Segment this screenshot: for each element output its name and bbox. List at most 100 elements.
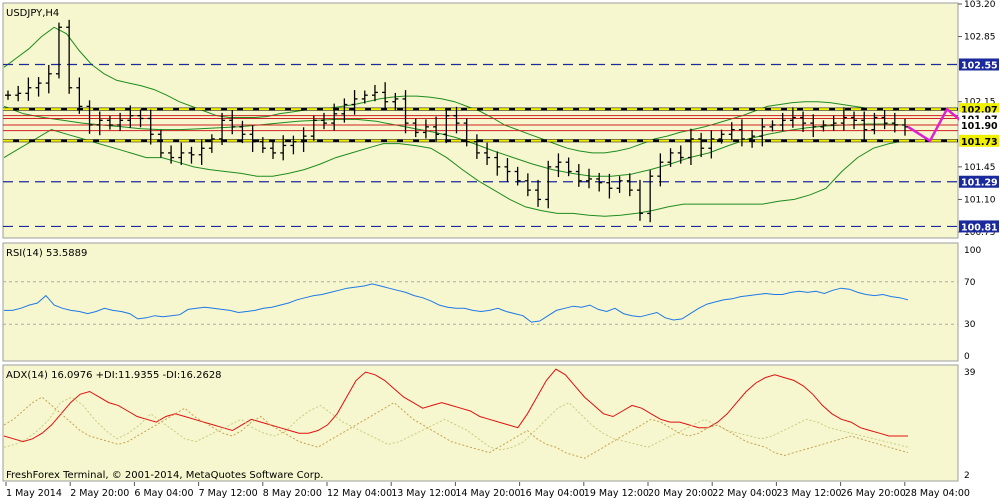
price-bar	[117, 112, 124, 132]
price-tag	[959, 118, 999, 131]
x-axis: 1 May 2014 2 May 20:00 6 May 04:00 7 May 12…	[5, 482, 970, 499]
x-tick-label: 16 May 04:00	[520, 488, 585, 499]
price-bar	[433, 116, 440, 142]
price-bar	[861, 111, 868, 140]
price-bar	[86, 100, 93, 134]
price-bar	[382, 82, 389, 110]
x-tick-label: 19 May 12:00	[584, 488, 649, 499]
price-bar	[137, 109, 144, 128]
price-bar	[473, 134, 480, 159]
copyright-text: FreshForex Terminal, © 2001-2014, MetaQu…	[6, 470, 323, 481]
adx-axis: 39 2	[964, 368, 976, 481]
price-bar	[545, 160, 552, 209]
price-bar	[708, 130, 715, 159]
price-bar	[361, 90, 368, 104]
support-resistance-lines	[3, 63, 958, 228]
price-bar	[331, 103, 338, 131]
dashed-level-tag-label: 101.29	[961, 178, 998, 189]
price-bar	[106, 115, 113, 130]
bollinger-upper-band	[3, 26, 905, 154]
adx-panel-title: ADX(14) 16.0976 +DI:11.9355 -DI:16.2628	[6, 370, 222, 381]
price-bar	[504, 158, 511, 182]
price-bar	[300, 127, 307, 152]
yellow-level-tag-label: 102.07	[961, 105, 998, 116]
yellow-level-tag	[959, 103, 999, 116]
price-tag-label: 101.90	[961, 121, 998, 132]
price-bar	[718, 129, 725, 144]
price-bar	[810, 114, 817, 138]
rsi-tick-label: 70	[964, 278, 976, 288]
x-tick-label: 20 May 20:00	[648, 488, 713, 499]
rsi-panel: RSI(14) 53.5889 100 70 30 0	[2, 242, 981, 362]
price-bar	[208, 134, 215, 153]
rsi-line	[4, 283, 909, 323]
price-bar	[280, 135, 287, 161]
price-bar	[402, 90, 409, 134]
price-bar	[535, 179, 542, 207]
price-bar	[259, 137, 266, 153]
price-bar	[96, 111, 103, 136]
x-tick-label: 13 May 12:00	[391, 488, 456, 499]
price-tick-label: 101.45	[964, 163, 996, 173]
adx-panel: ADX(14) 16.0976 +DI:11.9355 -DI:16.2628 …	[2, 364, 976, 482]
rsi-panel-title: RSI(14) 53.5889	[6, 248, 87, 259]
price-bar	[453, 106, 460, 134]
price-bar	[851, 111, 858, 130]
adx-lines	[3, 368, 909, 459]
price-bar	[524, 173, 531, 197]
price-bar	[249, 125, 256, 152]
price-bar	[127, 105, 134, 128]
price-tick-label: 102.15	[964, 98, 996, 108]
price-bar	[881, 110, 888, 130]
price-bar	[902, 118, 908, 136]
bollinger-lower-band	[3, 129, 906, 217]
adx-series-minus-di	[3, 396, 909, 459]
price-bar	[830, 115, 837, 132]
price-bar	[392, 92, 399, 111]
price-bar	[749, 130, 756, 148]
yellow-level-tag-label: 101.73	[961, 137, 998, 148]
dashed-level-tag	[959, 220, 999, 233]
price-bar	[789, 107, 796, 128]
price-bar	[443, 109, 450, 144]
price-bar	[728, 122, 735, 141]
price-panel: USDJPY,H4 103.20 102.85 102.15 101.45 101.10…	[2, 0, 999, 239]
x-tick-label: 6 May 04:00	[134, 488, 193, 499]
price-bar	[45, 64, 52, 94]
price-bar	[769, 120, 776, 132]
price-bar	[626, 173, 633, 197]
price-panel-title: USDJPY,H4	[6, 8, 59, 19]
x-tick-label: 12 May 04:00	[327, 488, 392, 499]
price-bar	[341, 98, 348, 123]
price-bar	[25, 77, 32, 101]
price-bar	[575, 164, 582, 187]
adx-tick-label: 39	[964, 368, 976, 378]
dashed-level-tag	[959, 58, 999, 71]
price-bar	[687, 128, 694, 165]
price-bar	[596, 172, 603, 192]
x-tick-label: 2 May 20:00	[70, 488, 129, 499]
price-bar	[565, 157, 572, 177]
price-bar	[239, 120, 246, 144]
adx-tick-label: 2	[964, 471, 970, 481]
price-bars	[5, 19, 908, 223]
price-bar	[698, 132, 705, 158]
price-tick-label: 102.85	[964, 33, 996, 43]
price-bar	[412, 118, 419, 138]
price-bar	[371, 84, 378, 102]
price-bar	[779, 112, 786, 132]
dashed-level-tag	[959, 175, 999, 188]
projection-zigzag	[907, 107, 967, 143]
x-tick-label: 1 May 2014	[6, 488, 62, 499]
price-bar	[738, 119, 745, 147]
price-bar	[66, 19, 73, 94]
x-tick-label: 28 May 04:00	[905, 488, 970, 499]
price-bar	[677, 145, 684, 164]
price-bar	[463, 118, 470, 147]
price-bar	[168, 145, 175, 164]
bollinger-middle-band	[3, 105, 906, 177]
x-tick-label: 22 May 04:00	[712, 488, 777, 499]
x-tick-label: 7 May 12:00	[199, 488, 258, 499]
rsi-axis: 100 70 30 0	[964, 246, 981, 362]
